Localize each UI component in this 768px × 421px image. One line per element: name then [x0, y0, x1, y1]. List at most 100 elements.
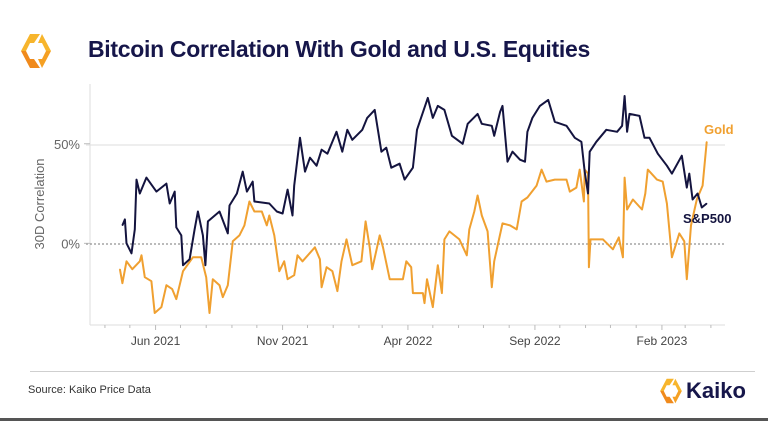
data-point [144, 276, 146, 278]
data-point [125, 260, 128, 262]
data-point [580, 141, 582, 143]
data-point [583, 200, 585, 203]
data-point [477, 194, 479, 197]
data-point [131, 268, 133, 270]
data-point [443, 238, 446, 240]
data-point [410, 266, 412, 268]
data-point [218, 210, 221, 213]
data-point [432, 306, 434, 308]
data-point [320, 149, 323, 151]
data-point [293, 274, 295, 276]
data-point [360, 260, 363, 262]
data-point [451, 135, 453, 137]
data-point [341, 151, 343, 153]
data-point [467, 123, 469, 125]
data-point [171, 288, 173, 290]
brand-name: Kaiko [686, 378, 746, 403]
data-point [268, 202, 270, 205]
data-point [281, 212, 284, 215]
data-point [473, 210, 475, 213]
data-point [493, 135, 495, 137]
data-point [499, 111, 501, 113]
data-point [278, 270, 280, 272]
data-point [361, 129, 363, 131]
data-point [121, 224, 123, 227]
chart-title: Bitcoin Correlation With Gold and U.S. E… [88, 36, 590, 62]
kaiko-logo-icon [660, 378, 682, 404]
data-point [207, 220, 209, 223]
data-point [202, 234, 204, 236]
data-point [701, 184, 704, 187]
data-point [175, 226, 177, 229]
data-point [579, 169, 581, 171]
data-point [364, 220, 367, 223]
data-point [628, 113, 631, 115]
data-point [539, 105, 541, 107]
data-point [366, 117, 368, 119]
data-point [145, 177, 148, 179]
data-point [389, 278, 391, 280]
data-point [232, 240, 234, 242]
kaiko-logo-icon [21, 33, 51, 74]
data-point [374, 109, 376, 111]
data-point [681, 155, 683, 157]
data-point [487, 230, 489, 232]
data-point [516, 228, 518, 230]
data-point [200, 256, 202, 258]
data-point [283, 260, 285, 262]
data-point [154, 312, 156, 314]
data-point [416, 129, 418, 131]
data-point [589, 238, 592, 240]
data-point [491, 125, 493, 127]
data-point [175, 298, 177, 300]
x-minor-ticks [104, 325, 712, 330]
data-point [526, 131, 529, 133]
data-point [666, 165, 668, 167]
data-point [345, 238, 348, 240]
correlation-chart: Jun 2021 Nov 2021 Apr 2022 Sep 2022 Feb 2023… [32, 84, 734, 348]
data-point [641, 208, 643, 211]
data-point [584, 171, 586, 173]
data-point [501, 222, 504, 225]
data-point [135, 179, 138, 181]
data-point [182, 270, 184, 272]
data-point [379, 234, 381, 236]
y-axis-label: 30D Correlation [32, 158, 47, 249]
data-point [623, 177, 626, 179]
x-tick-labels: Jun 2021 Nov 2021 Apr 2022 Sep 2022 Feb 2023 [131, 334, 688, 348]
data-point [595, 141, 597, 143]
data-point [192, 256, 194, 258]
data-point [540, 169, 543, 171]
data-point [443, 109, 446, 111]
data-point [626, 131, 628, 133]
data-point [519, 159, 521, 161]
data-point [252, 180, 254, 183]
data-point [296, 254, 299, 256]
data-point [346, 129, 348, 131]
data-point [466, 254, 468, 256]
brand-logo: Kaiko [660, 378, 746, 404]
data-point [477, 113, 479, 115]
data-point [325, 266, 328, 268]
data-point [319, 258, 321, 260]
data-point [227, 284, 229, 286]
data-point [399, 163, 401, 165]
data-point [696, 198, 698, 201]
data-point [481, 123, 483, 125]
data-point [565, 179, 568, 181]
data-point [412, 167, 414, 169]
data-point [506, 161, 509, 163]
data-point [432, 117, 434, 119]
data-point [208, 312, 211, 314]
y-tick-label: 50% [54, 137, 80, 152]
data-point [683, 240, 685, 242]
data-point [248, 200, 250, 203]
data-point [242, 171, 244, 173]
data-point [686, 186, 688, 189]
data-point [218, 284, 221, 286]
data-point [626, 208, 628, 211]
data-point [589, 151, 591, 153]
data-point [448, 230, 451, 232]
data-point [204, 264, 206, 266]
x-tick-label: Nov 2021 [257, 334, 309, 348]
